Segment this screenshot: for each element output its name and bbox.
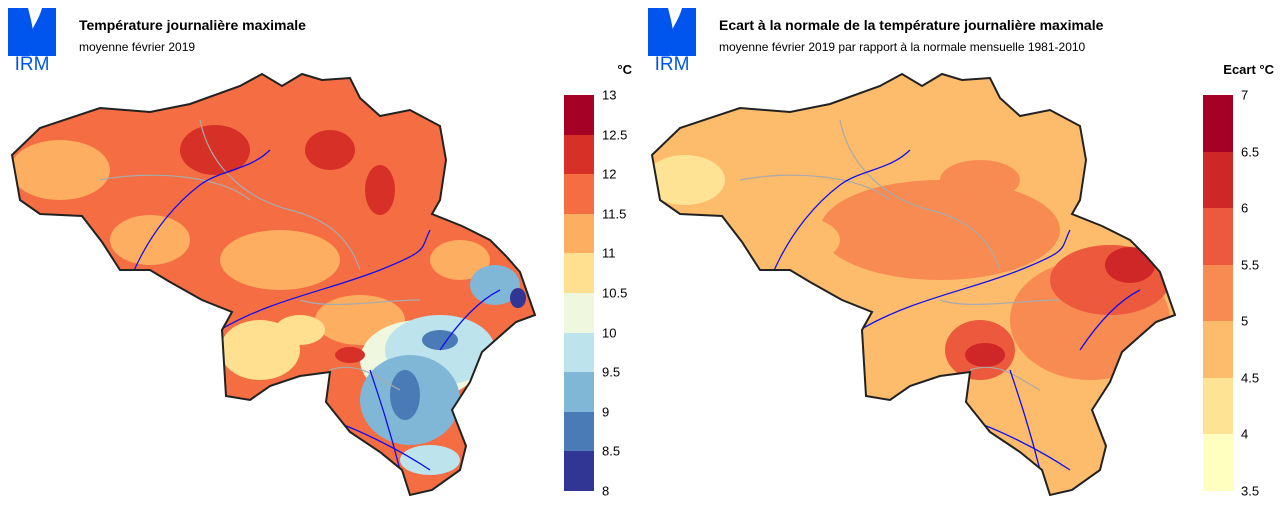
legend-tick-label: 8.5 xyxy=(602,443,621,459)
legend-tick-label: 7 xyxy=(1241,87,1249,103)
color-legend xyxy=(1203,95,1233,491)
legend-swatch xyxy=(564,95,594,135)
legend-swatch xyxy=(564,451,594,491)
panel-max-temperature: IRM Température journalière maximale moy… xyxy=(8,8,632,499)
river xyxy=(439,289,501,351)
contour-zone xyxy=(430,240,490,280)
legend-swatch xyxy=(1203,151,1233,209)
belgium-map xyxy=(10,72,537,497)
legend-tick-label: 9.5 xyxy=(602,364,621,380)
legend-tick-label: 10.5 xyxy=(602,285,628,301)
legend-tick-label: 11.5 xyxy=(602,206,627,222)
province-border xyxy=(99,174,251,201)
contour-zone xyxy=(652,155,725,205)
legend-swatch xyxy=(1203,208,1233,265)
legend-swatch xyxy=(564,134,594,175)
contour-zone xyxy=(390,370,420,420)
province-border xyxy=(299,299,421,306)
legend-tick-label: 8 xyxy=(602,483,610,499)
river xyxy=(769,149,911,281)
legend-swatch xyxy=(564,411,594,452)
legend-swatch xyxy=(1203,377,1233,435)
legend-tick-label: 6 xyxy=(1241,200,1249,216)
contour-zone xyxy=(1105,247,1155,283)
irm-logo: IRM xyxy=(8,8,56,72)
contour-zone xyxy=(470,265,520,305)
legend-tick-label: 5 xyxy=(1241,313,1249,329)
river xyxy=(369,369,401,471)
legend-tick-label: 11 xyxy=(602,245,616,261)
legend-tick-label: 4.5 xyxy=(1241,370,1260,386)
legend-swatch xyxy=(1203,434,1233,491)
legend-swatch xyxy=(564,292,594,333)
map-title: Température journalière maximale xyxy=(79,17,306,33)
province-border xyxy=(329,366,401,391)
contour-zone xyxy=(12,140,110,200)
legend-unit: Ecart °C xyxy=(1223,62,1274,77)
legend-swatch xyxy=(564,372,594,412)
legend-swatch xyxy=(1203,264,1233,322)
country-border xyxy=(650,72,1177,497)
country-border xyxy=(10,72,537,497)
river xyxy=(1079,289,1141,351)
contour-zone xyxy=(940,160,1020,200)
contour-zone xyxy=(1020,380,1100,460)
legend-tick-label: 10 xyxy=(602,325,617,341)
province-border xyxy=(839,119,1001,271)
legend-tick-label: 3.5 xyxy=(1241,483,1260,499)
province-border xyxy=(939,299,1061,306)
legend-tick-label: 12 xyxy=(602,166,617,182)
legend-swatch xyxy=(564,253,594,293)
legend-tick-label: 5.5 xyxy=(1241,257,1260,273)
contour-zone xyxy=(275,315,325,345)
panel-temperature-anomaly: IRM Ecart à la normale de la température… xyxy=(640,0,1280,507)
contour-zone xyxy=(820,180,1060,280)
legend-tick-label: 9 xyxy=(602,404,610,420)
river xyxy=(1009,369,1041,471)
province-border xyxy=(969,366,1041,391)
belgium-map xyxy=(650,72,1177,497)
contour-zone xyxy=(180,125,250,175)
map-title: Ecart à la normale de la température jou… xyxy=(719,17,1104,33)
legend-swatch xyxy=(1203,321,1233,378)
legend-tick-label: 6.5 xyxy=(1241,144,1260,160)
legend-unit: °C xyxy=(617,62,632,77)
legend-swatch xyxy=(564,332,594,373)
color-legend xyxy=(564,95,594,491)
irm-logo: IRM xyxy=(648,8,696,72)
river xyxy=(129,149,271,281)
legend-swatch xyxy=(564,174,594,214)
contour-zone xyxy=(220,230,340,290)
legend-tick-label: 13 xyxy=(602,87,617,103)
svg-text:IRM: IRM xyxy=(15,54,50,72)
legend-swatch xyxy=(1203,95,1233,152)
temperature-field xyxy=(12,74,535,495)
river xyxy=(859,229,1071,331)
contour-zone xyxy=(335,347,365,363)
contour-zone xyxy=(305,130,355,170)
temperature-field xyxy=(652,74,1175,495)
map-subtitle: moyenne février 2019 par rapport à la no… xyxy=(719,40,1086,54)
contour-zone xyxy=(400,445,460,475)
river xyxy=(219,229,431,331)
legend-tick-label: 4 xyxy=(1241,426,1249,442)
contour-zone xyxy=(510,288,526,308)
contour-zone xyxy=(365,165,395,215)
province-border xyxy=(199,119,361,271)
province-border xyxy=(739,174,891,201)
legend-tick-label: 12.5 xyxy=(602,127,628,143)
map-subtitle: moyenne février 2019 xyxy=(79,40,196,54)
legend-swatch xyxy=(564,213,594,254)
contour-zone xyxy=(965,343,1005,367)
contour-zone xyxy=(422,330,458,350)
svg-text:IRM: IRM xyxy=(655,54,690,72)
